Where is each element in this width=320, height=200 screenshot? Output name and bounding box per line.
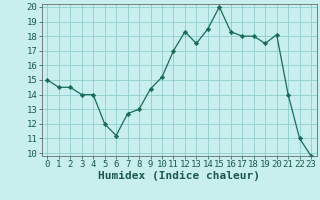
X-axis label: Humidex (Indice chaleur): Humidex (Indice chaleur) xyxy=(98,171,260,181)
